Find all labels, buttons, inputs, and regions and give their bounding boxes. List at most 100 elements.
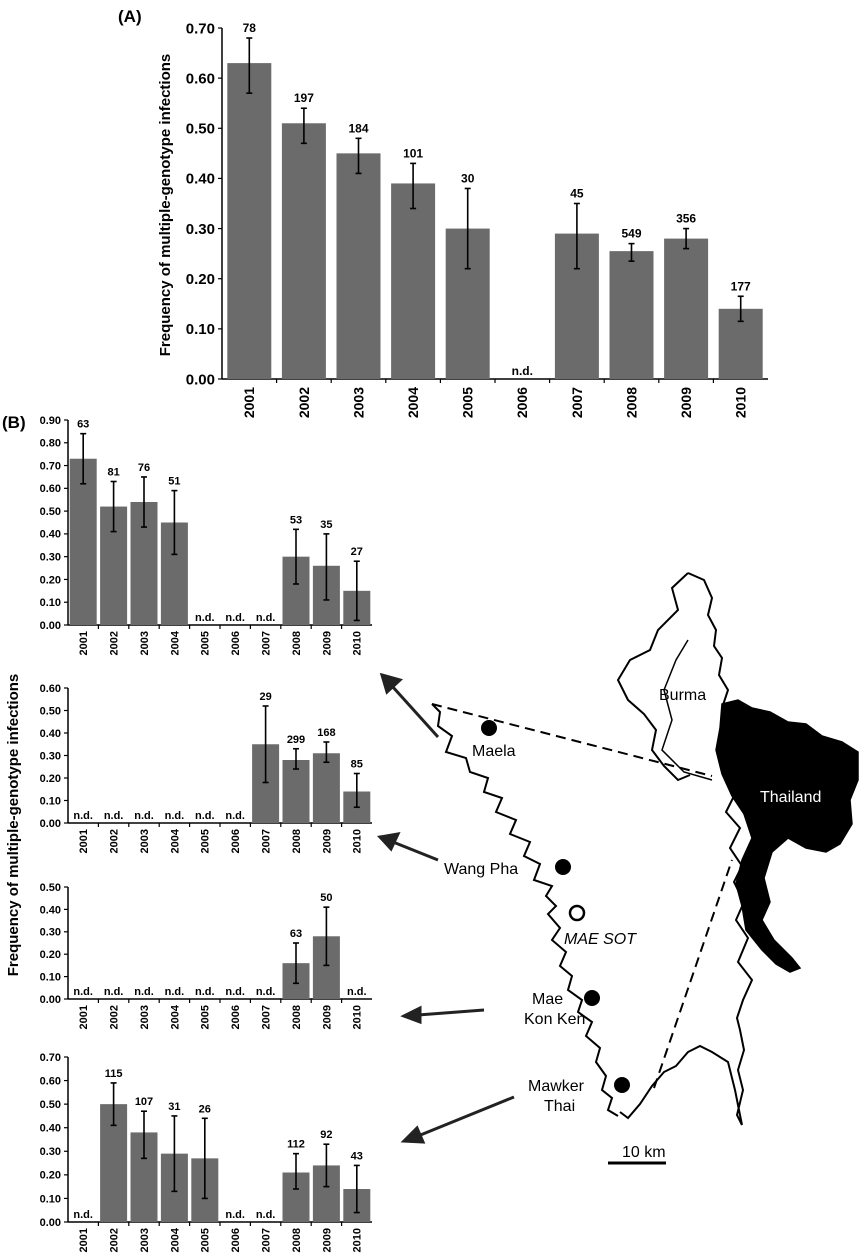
x-tick-label: 2007 (260, 1005, 272, 1029)
sample-size-label: 35 (320, 519, 332, 531)
not-determined-label: n.d. (225, 986, 245, 998)
arrow-mae-kon-ken-head (400, 1005, 422, 1025)
arrow-maela (390, 684, 440, 739)
y-tick-label: 0.00 (40, 994, 61, 1006)
x-tick-label: 2002 (108, 631, 120, 655)
sample-size-label: 30 (461, 171, 475, 185)
y-tick-label: 0.20 (40, 574, 61, 586)
y-tick-label: 0.00 (40, 818, 61, 830)
mawker-thai-chart: 0.00 0.10 0.20 0.30 0.40 0.50 0.60 0.70 n.d. 2001… (40, 1052, 372, 1252)
not-determined-label: n.d. (73, 810, 93, 822)
x-tick-label: 2002 (108, 1005, 120, 1029)
sample-size-label: 197 (294, 91, 314, 105)
arrow-wang-pha-head (377, 832, 401, 852)
bar (391, 183, 436, 379)
inset-leader-bottom (653, 859, 733, 1089)
sample-size-label: 356 (676, 212, 696, 226)
sample-size-label: 177 (731, 279, 751, 293)
not-determined-label: n.d. (512, 364, 533, 378)
x-tick-label: 2008 (291, 1005, 303, 1029)
wang-pha-marker (555, 859, 571, 875)
x-tick-label: 2002 (108, 829, 120, 853)
y-tick-label: 0.50 (40, 1099, 61, 1111)
y-tick-label: 0.50 (40, 882, 61, 894)
x-tick-label: 2005 (460, 387, 476, 418)
y-tick-label: 0.00 (40, 1217, 61, 1229)
x-tick-label: 2010 (352, 1005, 364, 1029)
y-tick-label: 0.40 (40, 529, 61, 541)
not-determined-label: n.d. (225, 810, 245, 822)
x-tick-label: 2004 (169, 1227, 181, 1252)
bar (336, 153, 381, 379)
x-tick-label: 2010 (352, 829, 364, 853)
bar (312, 753, 340, 823)
y-tick-label: 0.20 (40, 773, 61, 785)
x-tick-label: 2007 (569, 387, 585, 418)
x-tick-label: 2003 (350, 387, 366, 418)
y-tick-label: 0.40 (40, 904, 61, 916)
not-determined-label: n.d. (256, 1209, 276, 1221)
mae-sot-label: MAE SOT (564, 931, 637, 948)
x-tick-label: 2010 (733, 387, 749, 418)
sample-size-label: 63 (290, 928, 302, 940)
sample-size-label: 112 (287, 1139, 305, 1151)
not-determined-label: n.d. (195, 810, 215, 822)
x-tick-label: 2006 (230, 631, 242, 655)
x-tick-label: 2010 (352, 631, 364, 655)
maela-marker (481, 720, 497, 736)
not-determined-label: n.d. (165, 810, 185, 822)
maela-label: Maela (472, 743, 516, 760)
x-tick-label: 2001 (78, 1228, 90, 1252)
sample-size-label: 51 (168, 476, 180, 488)
y-tick-label: 0.10 (40, 971, 61, 983)
sample-size-label: 45 (570, 187, 584, 201)
y-tick-label: 0.10 (40, 597, 61, 609)
x-tick-label: 2007 (260, 829, 272, 853)
x-tick-label: 2005 (200, 1005, 212, 1029)
y-tick-label: 0.70 (40, 460, 61, 472)
arrow-mae-kon-ken (417, 1008, 485, 1017)
burma-outline (616, 572, 754, 1126)
x-tick-label: 2005 (200, 1228, 212, 1252)
burma-label: Burma (659, 687, 706, 704)
x-tick-label: 2006 (230, 829, 242, 853)
not-determined-label: n.d. (73, 1209, 93, 1221)
bar (664, 238, 709, 379)
x-tick-label: 2006 (230, 1228, 242, 1252)
not-determined-label: n.d. (256, 612, 276, 624)
mawker-thai-marker (614, 1077, 630, 1093)
y-tick-label: 0.60 (40, 483, 61, 495)
x-tick-label: 2006 (514, 387, 530, 418)
x-tick-label: 2004 (169, 828, 181, 853)
x-tick-label: 2008 (291, 829, 303, 853)
not-determined-label: n.d. (195, 986, 215, 998)
burma-inset-outline (661, 639, 713, 781)
y-tick-label: 0.40 (186, 171, 215, 188)
x-tick-label: 2002 (108, 1228, 120, 1252)
x-tick-label: 2004 (405, 387, 421, 418)
not-determined-label: n.d. (225, 612, 245, 624)
sample-size-label: 92 (320, 1129, 332, 1141)
mawker-thai-label-line1: Mawker (528, 1078, 585, 1095)
not-determined-label: n.d. (195, 612, 215, 624)
y-tick-label: 0.10 (40, 1193, 61, 1205)
panel-b-y-axis-label: Frequency of multiple-genotype infection… (5, 674, 22, 977)
maela-chart: 0.00 0.10 0.20 0.30 0.40 0.50 0.60 0.70 0.80 0.90… (40, 415, 372, 655)
y-tick-label: 0.00 (40, 620, 61, 632)
x-tick-label: 2010 (352, 1228, 364, 1252)
sample-size-label: 29 (259, 691, 271, 703)
sample-size-label: 299 (287, 734, 305, 746)
sample-size-label: 81 (107, 467, 119, 479)
arrow-maela-head (379, 672, 403, 695)
x-tick-label: 2004 (169, 630, 181, 655)
x-tick-label: 2002 (296, 387, 312, 418)
y-tick-label: 0.30 (186, 221, 215, 238)
mae-kon-ken-marker (584, 990, 600, 1006)
x-tick-label: 2005 (200, 631, 212, 655)
not-determined-label: n.d. (104, 986, 124, 998)
y-tick-label: 0.70 (40, 1052, 61, 1064)
sample-size-label: 85 (351, 759, 363, 771)
mae-sot-marker (568, 904, 586, 922)
panel-a-label: (A) (118, 7, 142, 26)
x-tick-label: 2009 (321, 829, 333, 853)
